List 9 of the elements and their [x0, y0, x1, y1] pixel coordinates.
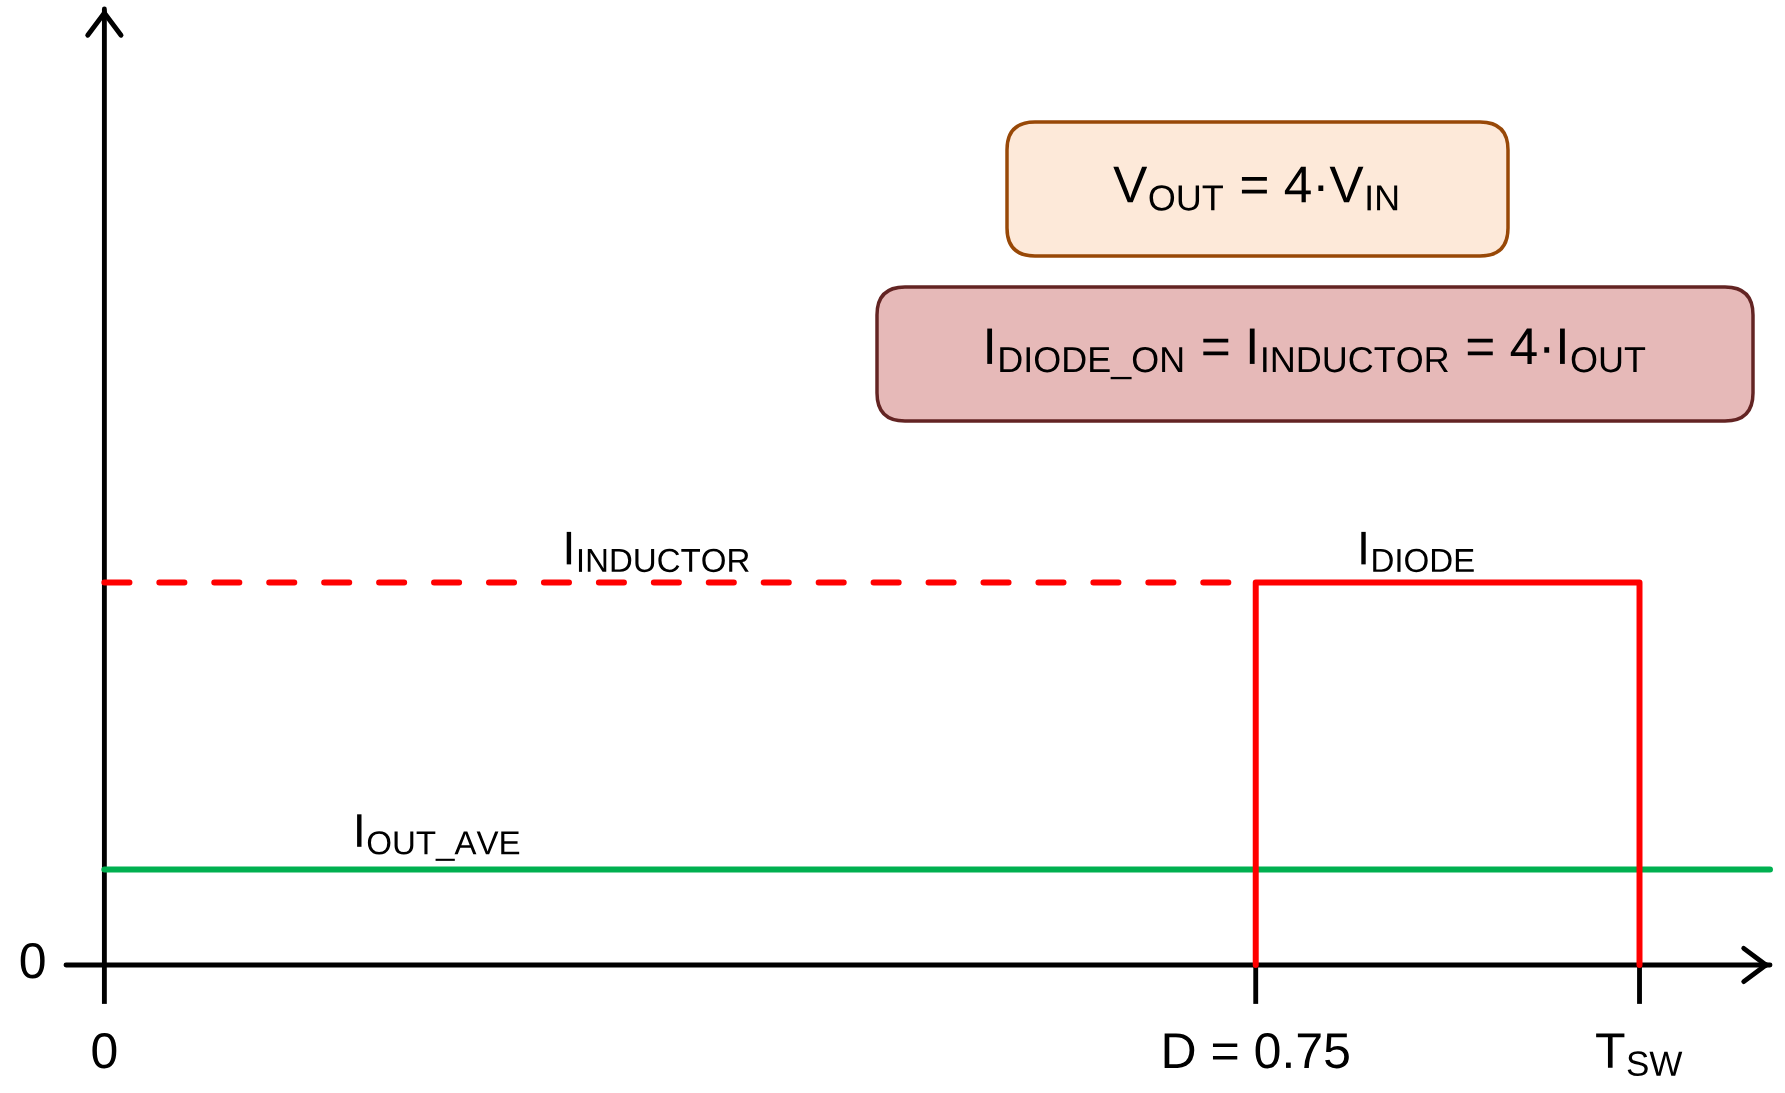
text: V$_{OUT}$ = 4·V$_{IN}$ [1113, 166, 1398, 211]
text: I$_{DIODE_ON}$ = I$_{INDUCTOR}$ = 4·I$_{OUT}$ [987, 328, 1646, 380]
text: 0 [20, 943, 45, 979]
series-label: I$_{OUT_AVE}$ [357, 814, 520, 861]
x-tick-label: D = 0.75 [1164, 1032, 1349, 1069]
series-label: I$_{DIODE}$ [1361, 531, 1474, 573]
series-label: I$_{INDUCTOR}$ [566, 531, 749, 573]
x-tick-label: T$_{SW}$ [1596, 1033, 1683, 1077]
x-tick-label: 0 [92, 1032, 117, 1069]
